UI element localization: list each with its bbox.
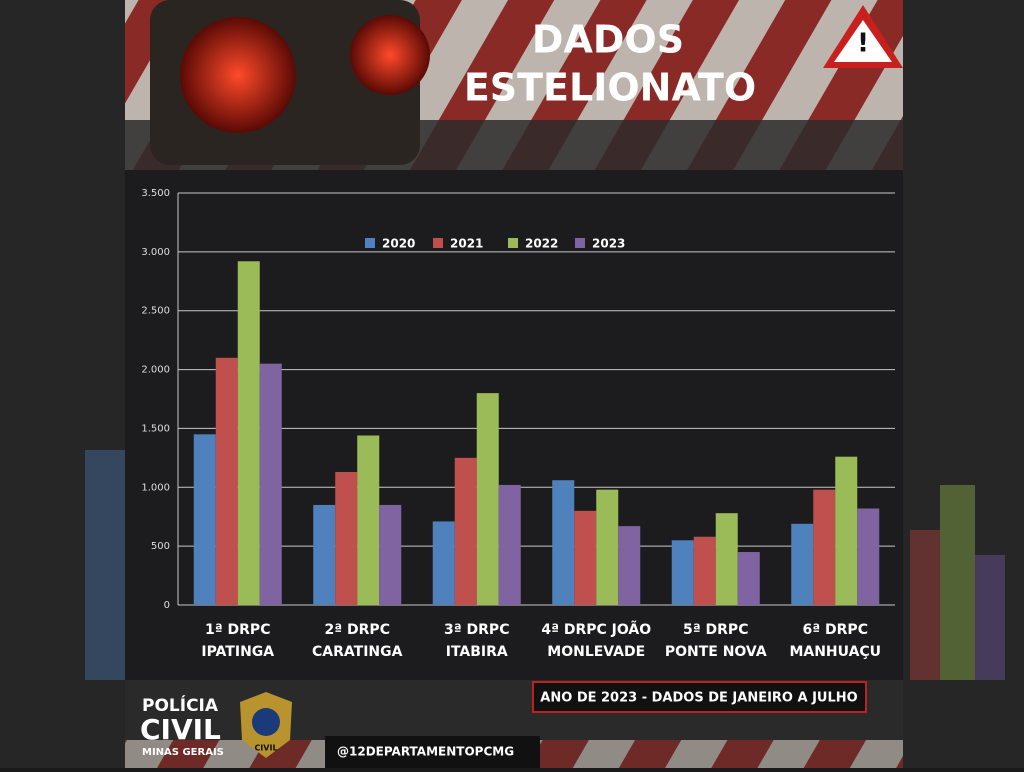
legend-swatch [433,238,443,248]
org-state: MINAS GERAIS [142,747,224,758]
bar [335,471,358,605]
badge [252,708,280,736]
title: DADOS [532,18,684,62]
bar [476,393,499,605]
y-tick-label: 1.500 [141,423,170,434]
bar [857,508,880,605]
y-tick-label: 1.000 [141,482,170,493]
handle: @12DEPARTAMENTOPCMG [337,745,514,759]
lamp [180,17,296,133]
legend-label: 2022 [525,237,558,251]
badge-text: CIVIL [254,744,277,753]
bar [498,484,521,605]
bar [357,435,380,605]
bar [791,523,814,605]
y-tick-label: 2.000 [141,365,170,376]
bar [671,540,694,605]
warning-icon [834,20,892,62]
x-tick-label: 1ª DRPC IPATINGA [201,622,275,660]
bar [454,457,477,605]
bar [737,552,760,605]
x-tick-container: 5ª DRPC PONTE NOVA [664,622,767,660]
bar [693,536,716,605]
x-tick-label: 2ª DRPC CARATINGA [312,622,403,660]
x-tick-container: 4ª DRPC JOÃO MONLEVADE [541,622,652,660]
x-tick-container: 2ª DRPC CARATINGA [312,622,403,660]
lamp [350,15,430,95]
x-tick-container: 1ª DRPC IPATINGA [201,622,275,660]
title: ESTELIONATO [464,66,756,110]
org-name: POLÍCIA [142,694,219,716]
legend-swatch [365,238,375,248]
legend-swatch [508,238,518,248]
blur-deco [975,555,1005,680]
bar [313,504,336,605]
y-tick-label: 3.500 [141,188,170,199]
bar [379,504,402,605]
bar [813,489,836,605]
y-tick-label: 3.000 [141,247,170,258]
bar [835,456,858,605]
x-tick-label: 5ª DRPC PONTE NOVA [664,622,767,660]
bar [259,363,282,605]
bar [596,489,619,605]
bar [215,357,238,605]
y-tick-label: 500 [151,541,170,552]
bar [237,261,260,605]
bar [552,480,575,605]
x-tick-container: 3ª DRPC ITABIRA [444,622,510,660]
x-tick-label: 3ª DRPC ITABIRA [444,622,510,660]
bar [715,513,738,605]
handle-box [325,736,540,768]
note-box [532,681,867,713]
bar [574,510,597,605]
legend-swatch [575,238,585,248]
bar [193,434,216,605]
legend-label: 2021 [450,237,483,251]
org-name: CIVIL [140,713,221,746]
x-tick-label: 6ª DRPC MANHUAÇU [789,622,882,660]
bar [618,526,641,605]
blur-deco [910,530,940,680]
y-tick-label: 2.500 [141,306,170,317]
blur-deco [940,485,975,680]
warning-mark: ! [857,29,869,59]
blur-deco [85,450,125,680]
x-tick-container: 6ª DRPC MANHUAÇU [789,622,882,660]
legend-label: 2020 [382,237,415,251]
legend-label: 2023 [592,237,625,251]
bar [432,521,455,605]
y-tick-label: 0 [164,600,170,611]
note: ANO DE 2023 - DADOS DE JANEIRO A JULHO [540,691,857,706]
x-tick-label: 4ª DRPC JOÃO MONLEVADE [541,622,652,660]
